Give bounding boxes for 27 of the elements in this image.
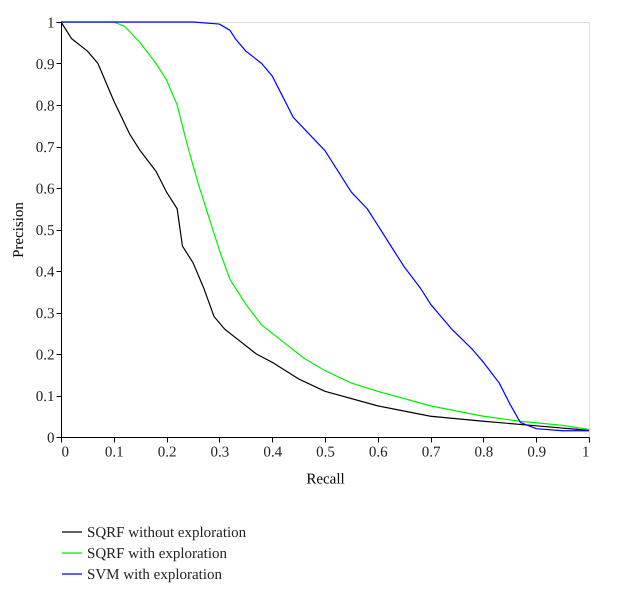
y-tick-label: 0: [47, 430, 54, 446]
y-tick-label: 0.1: [36, 389, 54, 405]
x-tick-label: 1: [582, 444, 590, 460]
x-tick-label: 0.6: [368, 444, 388, 460]
x-axis-title: Recall: [306, 472, 345, 488]
y-tick-label: 1: [47, 16, 54, 32]
x-tick-label: 0: [62, 444, 69, 460]
x-tick-label: 0.4: [263, 444, 283, 460]
x-tick-label: 0.1: [104, 444, 124, 460]
y-tick-label: 0.8: [36, 98, 54, 114]
y-tick-label: 0.4: [36, 264, 55, 280]
x-tick-label: 0.9: [527, 444, 546, 460]
x-tick-label: 0.2: [158, 444, 176, 460]
y-tick-label: 0.9: [36, 57, 54, 73]
x-tick-label: 0.3: [210, 444, 230, 460]
y-tick-label: 0.7: [36, 140, 55, 156]
y-tick-label: 0.5: [36, 223, 54, 239]
x-tick-label: 0.7: [422, 444, 441, 460]
legend-label: SVM with exploration: [87, 567, 222, 583]
y-tick-label: 0.3: [36, 306, 54, 322]
y-tick-label: 0.2: [36, 348, 54, 364]
x-tick-label: 0.5: [316, 444, 335, 460]
x-tick-label: 0.8: [474, 444, 494, 460]
y-tick-label: 0.6: [36, 182, 55, 198]
legend-label: SQRF without exploration: [87, 525, 247, 541]
y-axis-title: Precision: [10, 202, 27, 258]
legend-label: SQRF with exploration: [87, 546, 228, 562]
